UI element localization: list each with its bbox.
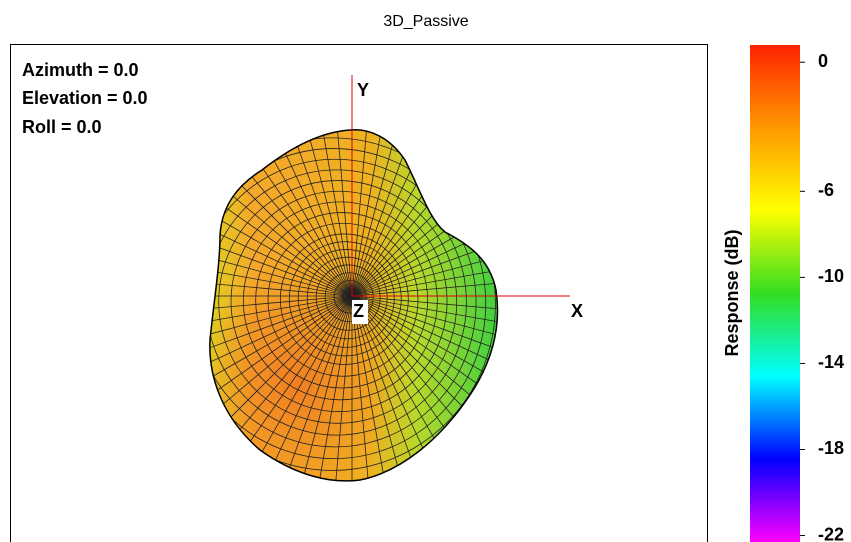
axis-label: X xyxy=(571,301,583,321)
colorbar xyxy=(750,45,800,542)
colorbar-tick-label: -18 xyxy=(818,438,844,458)
colorbar-tick-label: -22 xyxy=(818,524,844,542)
colorbar-label: Response (dB) xyxy=(722,229,742,356)
annotation: Roll = 0.0 xyxy=(22,117,102,137)
axis-label: Z xyxy=(353,301,364,321)
colorbar-tick-label: 0 xyxy=(818,51,828,71)
annotation: Elevation = 0.0 xyxy=(22,88,148,108)
chart-title: 3D_Passive xyxy=(383,13,468,30)
colorbar-tick-label: -10 xyxy=(818,266,844,286)
annotation: Azimuth = 0.0 xyxy=(22,60,139,80)
chart: 3D_Passive Azimuth = 0.0 Elevation = 0.0… xyxy=(0,0,851,542)
axis-label: Y xyxy=(357,80,369,100)
colorbar-tick-label: -14 xyxy=(818,352,844,372)
colorbar-tick-label: -6 xyxy=(818,180,834,200)
